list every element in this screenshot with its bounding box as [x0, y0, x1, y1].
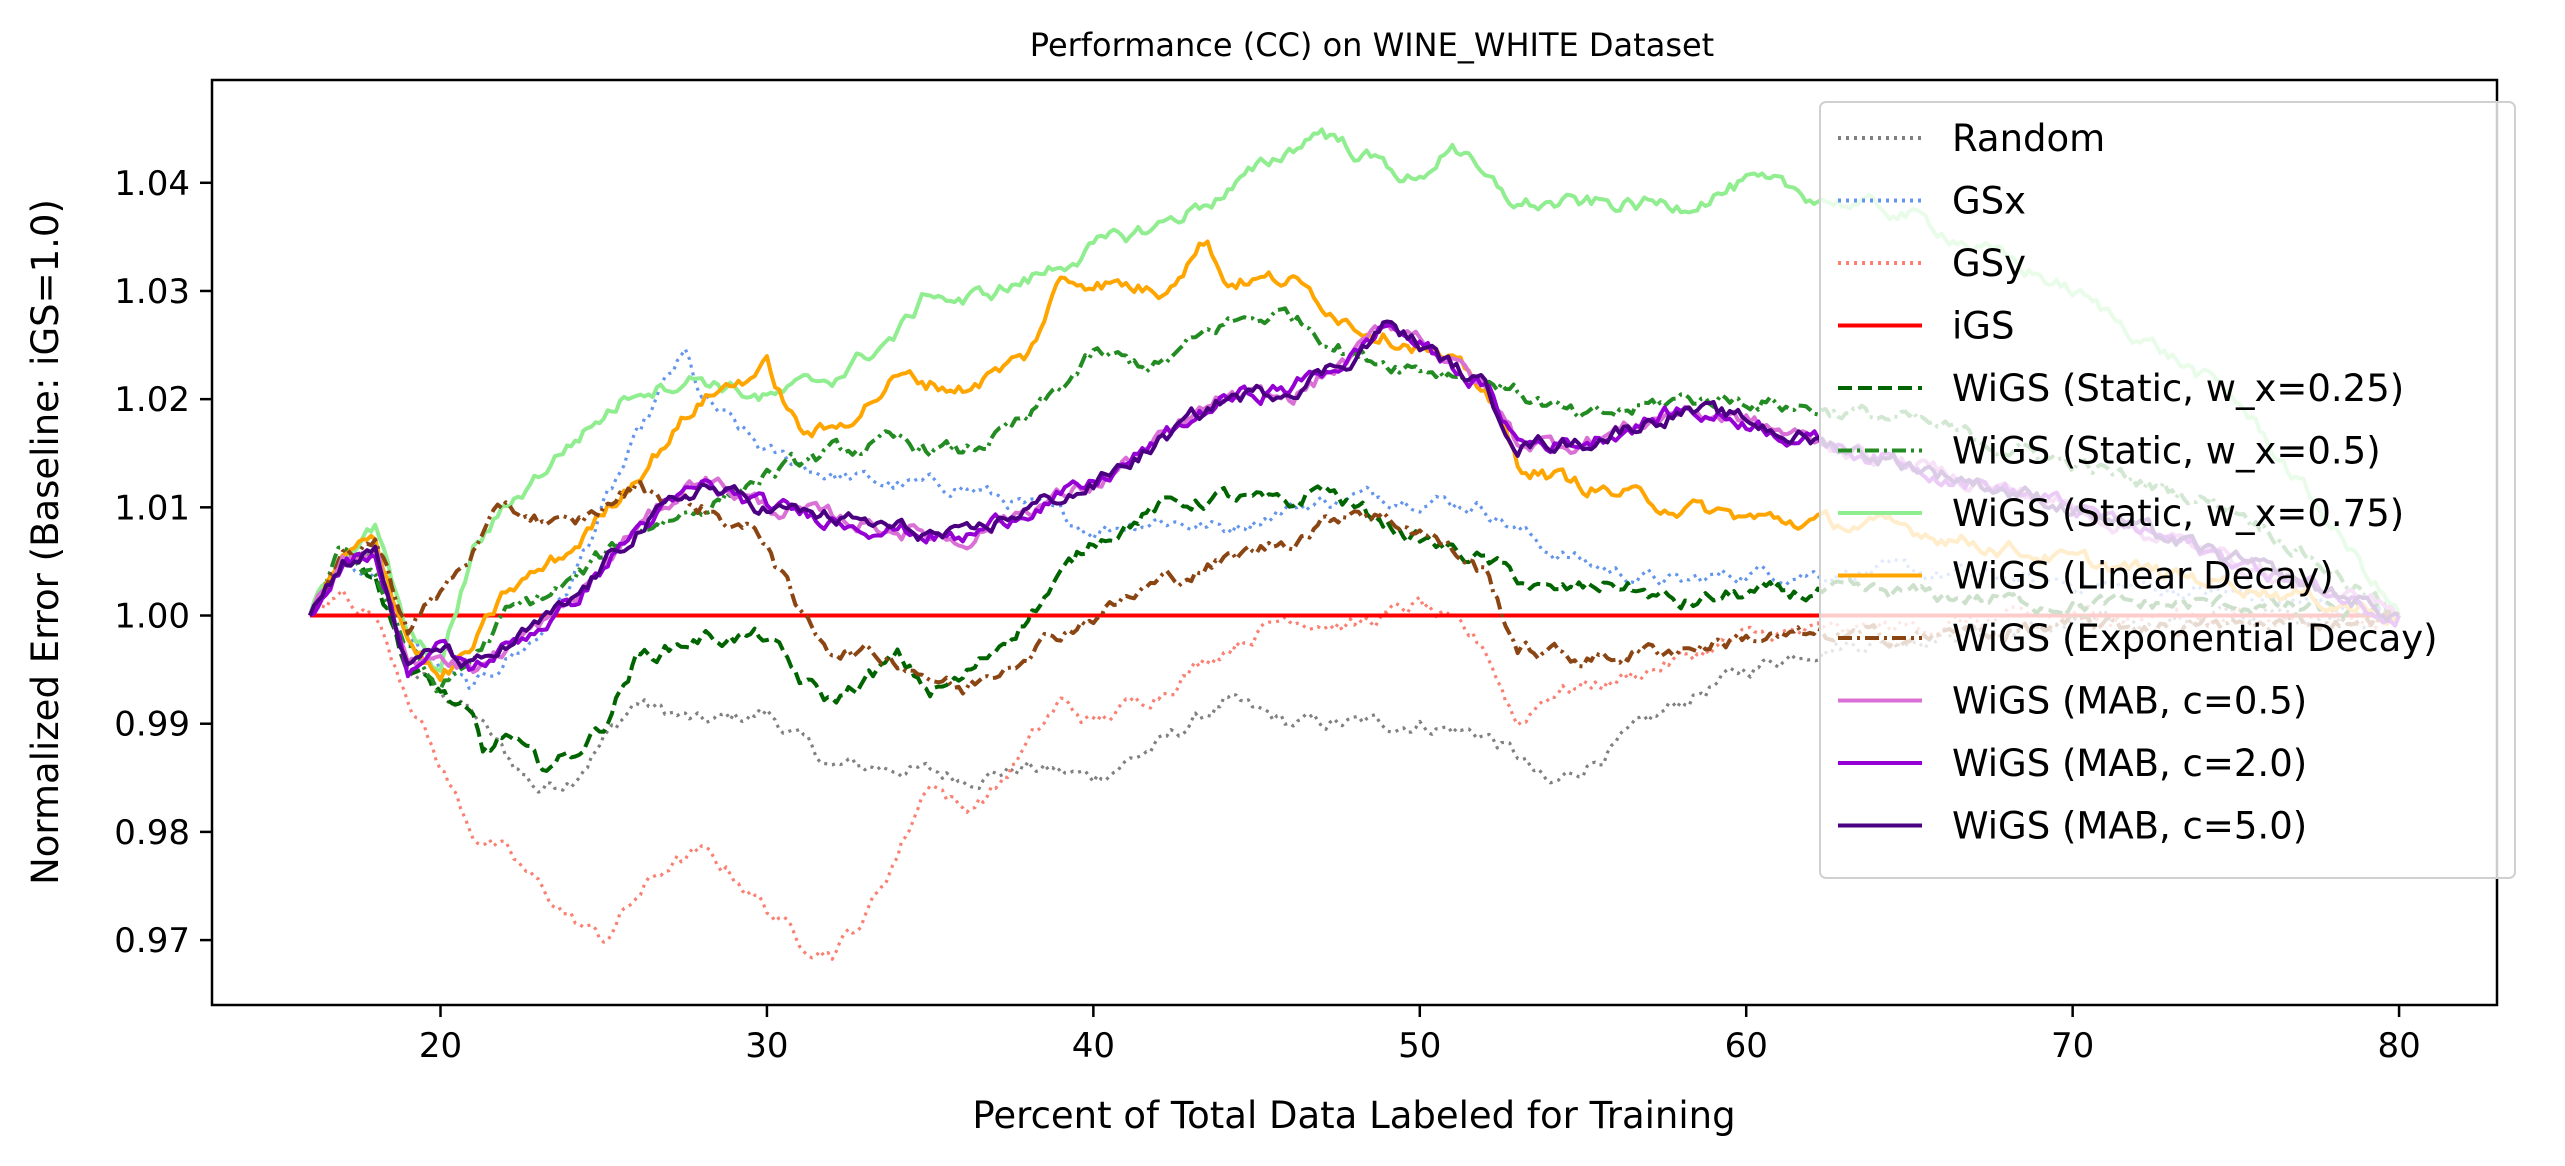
x-axis: 20 30 40 50 60 70 80 [419, 1005, 2421, 1066]
y-tick-label: 0.99 [114, 705, 190, 745]
x-tick-label: 40 [1072, 1026, 1115, 1066]
y-tick-label: 1.03 [114, 272, 190, 312]
y-tick-label: 1.02 [114, 380, 190, 420]
legend-label-wigs-static-w-x-0-5: WiGS (Static, w_x=0.5) [1952, 430, 2381, 473]
legend-label-wigs-mab-c-0-5: WiGS (MAB, c=0.5) [1952, 680, 2307, 723]
y-tick-label: 0.98 [114, 813, 190, 853]
legend-label-wigs-mab-c-5-0: WiGS (MAB, c=5.0) [1952, 805, 2307, 848]
y-tick-label: 0.97 [114, 921, 190, 961]
x-tick-label: 50 [1398, 1026, 1441, 1066]
legend-label-igs: iGS [1952, 305, 2014, 348]
legend-label-wigs-mab-c-2-0: WiGS (MAB, c=2.0) [1952, 742, 2307, 785]
legend-label-gsy: GSy [1952, 242, 2026, 285]
y-axis: 0.97 0.98 0.99 1.00 1.01 1.02 1.03 1.04 [114, 164, 212, 961]
legend-label-gsx: GSx [1952, 180, 2026, 223]
legend-box [1819, 101, 2516, 879]
x-axis-label: Percent of Total Data Labeled for Traini… [972, 1094, 1735, 1137]
y-tick-label: 1.01 [114, 488, 190, 528]
legend-label-wigs-static-w-x-0-25: WiGS (Static, w_x=0.25) [1952, 367, 2404, 410]
x-tick-label: 80 [2377, 1026, 2420, 1066]
y-axis-label: Normalized Error (Baseline: iGS=1.0) [24, 199, 67, 885]
legend-label-wigs-static-w-x-0-75: WiGS (Static, w_x=0.75) [1952, 492, 2404, 535]
y-tick-label: 1.00 [114, 597, 190, 637]
y-tick-label: 1.04 [114, 164, 190, 204]
series-line-wigs-static-w-x-0-5 [308, 306, 2401, 694]
legend-label-random: Random [1952, 117, 2105, 160]
legend-label-wigs-linear-decay: WiGS (Linear Decay) [1952, 555, 2334, 598]
legend: Random GSx GSy iGS WiGS (Static, w_x=0.25) Wi… [1819, 101, 2516, 879]
chart-title: Performance (CC) on WINE_WHITE Dataset [1030, 26, 1714, 64]
x-tick-label: 20 [419, 1026, 462, 1066]
x-tick-label: 70 [2051, 1026, 2094, 1066]
legend-label-wigs-exponential-decay: WiGS (Exponential Decay) [1952, 617, 2438, 660]
x-tick-label: 30 [745, 1026, 788, 1066]
x-tick-label: 60 [1725, 1026, 1768, 1066]
